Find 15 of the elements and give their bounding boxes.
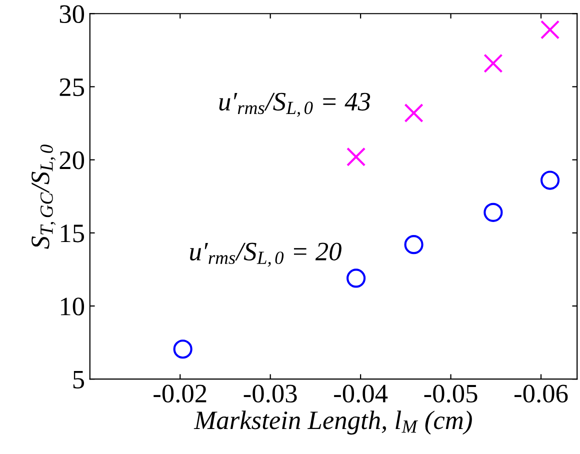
x-tick-label: -0.06 — [514, 384, 568, 403]
x-tick-label: -0.05 — [424, 384, 478, 403]
x-tick-label: -0.02 — [154, 384, 206, 403]
y-axis-title: S$_{T,GC}$/S$_{L,0}$ — [32, 144, 56, 249]
y-tick-label: 25 — [60, 78, 84, 96]
y-tick-label: 10 — [60, 298, 84, 316]
x-axis-title: Markstein Length, l$_{M}$ (cm) — [194, 410, 472, 435]
y-tick-label: 5 — [73, 370, 84, 389]
x-tick-label: -0.04 — [334, 384, 388, 403]
annotation: u′$_{rms}$/S$_{L,0}$ = 43 — [219, 92, 370, 117]
y-tick-label: 15 — [60, 224, 84, 242]
annotation: u′$_{rms}$/S$_{L,0}$ = 20 — [190, 242, 342, 267]
y-tick-label: 30 — [60, 5, 84, 24]
x-tick-label: -0.03 — [244, 384, 297, 403]
y-tick-label: 20 — [60, 151, 84, 170]
